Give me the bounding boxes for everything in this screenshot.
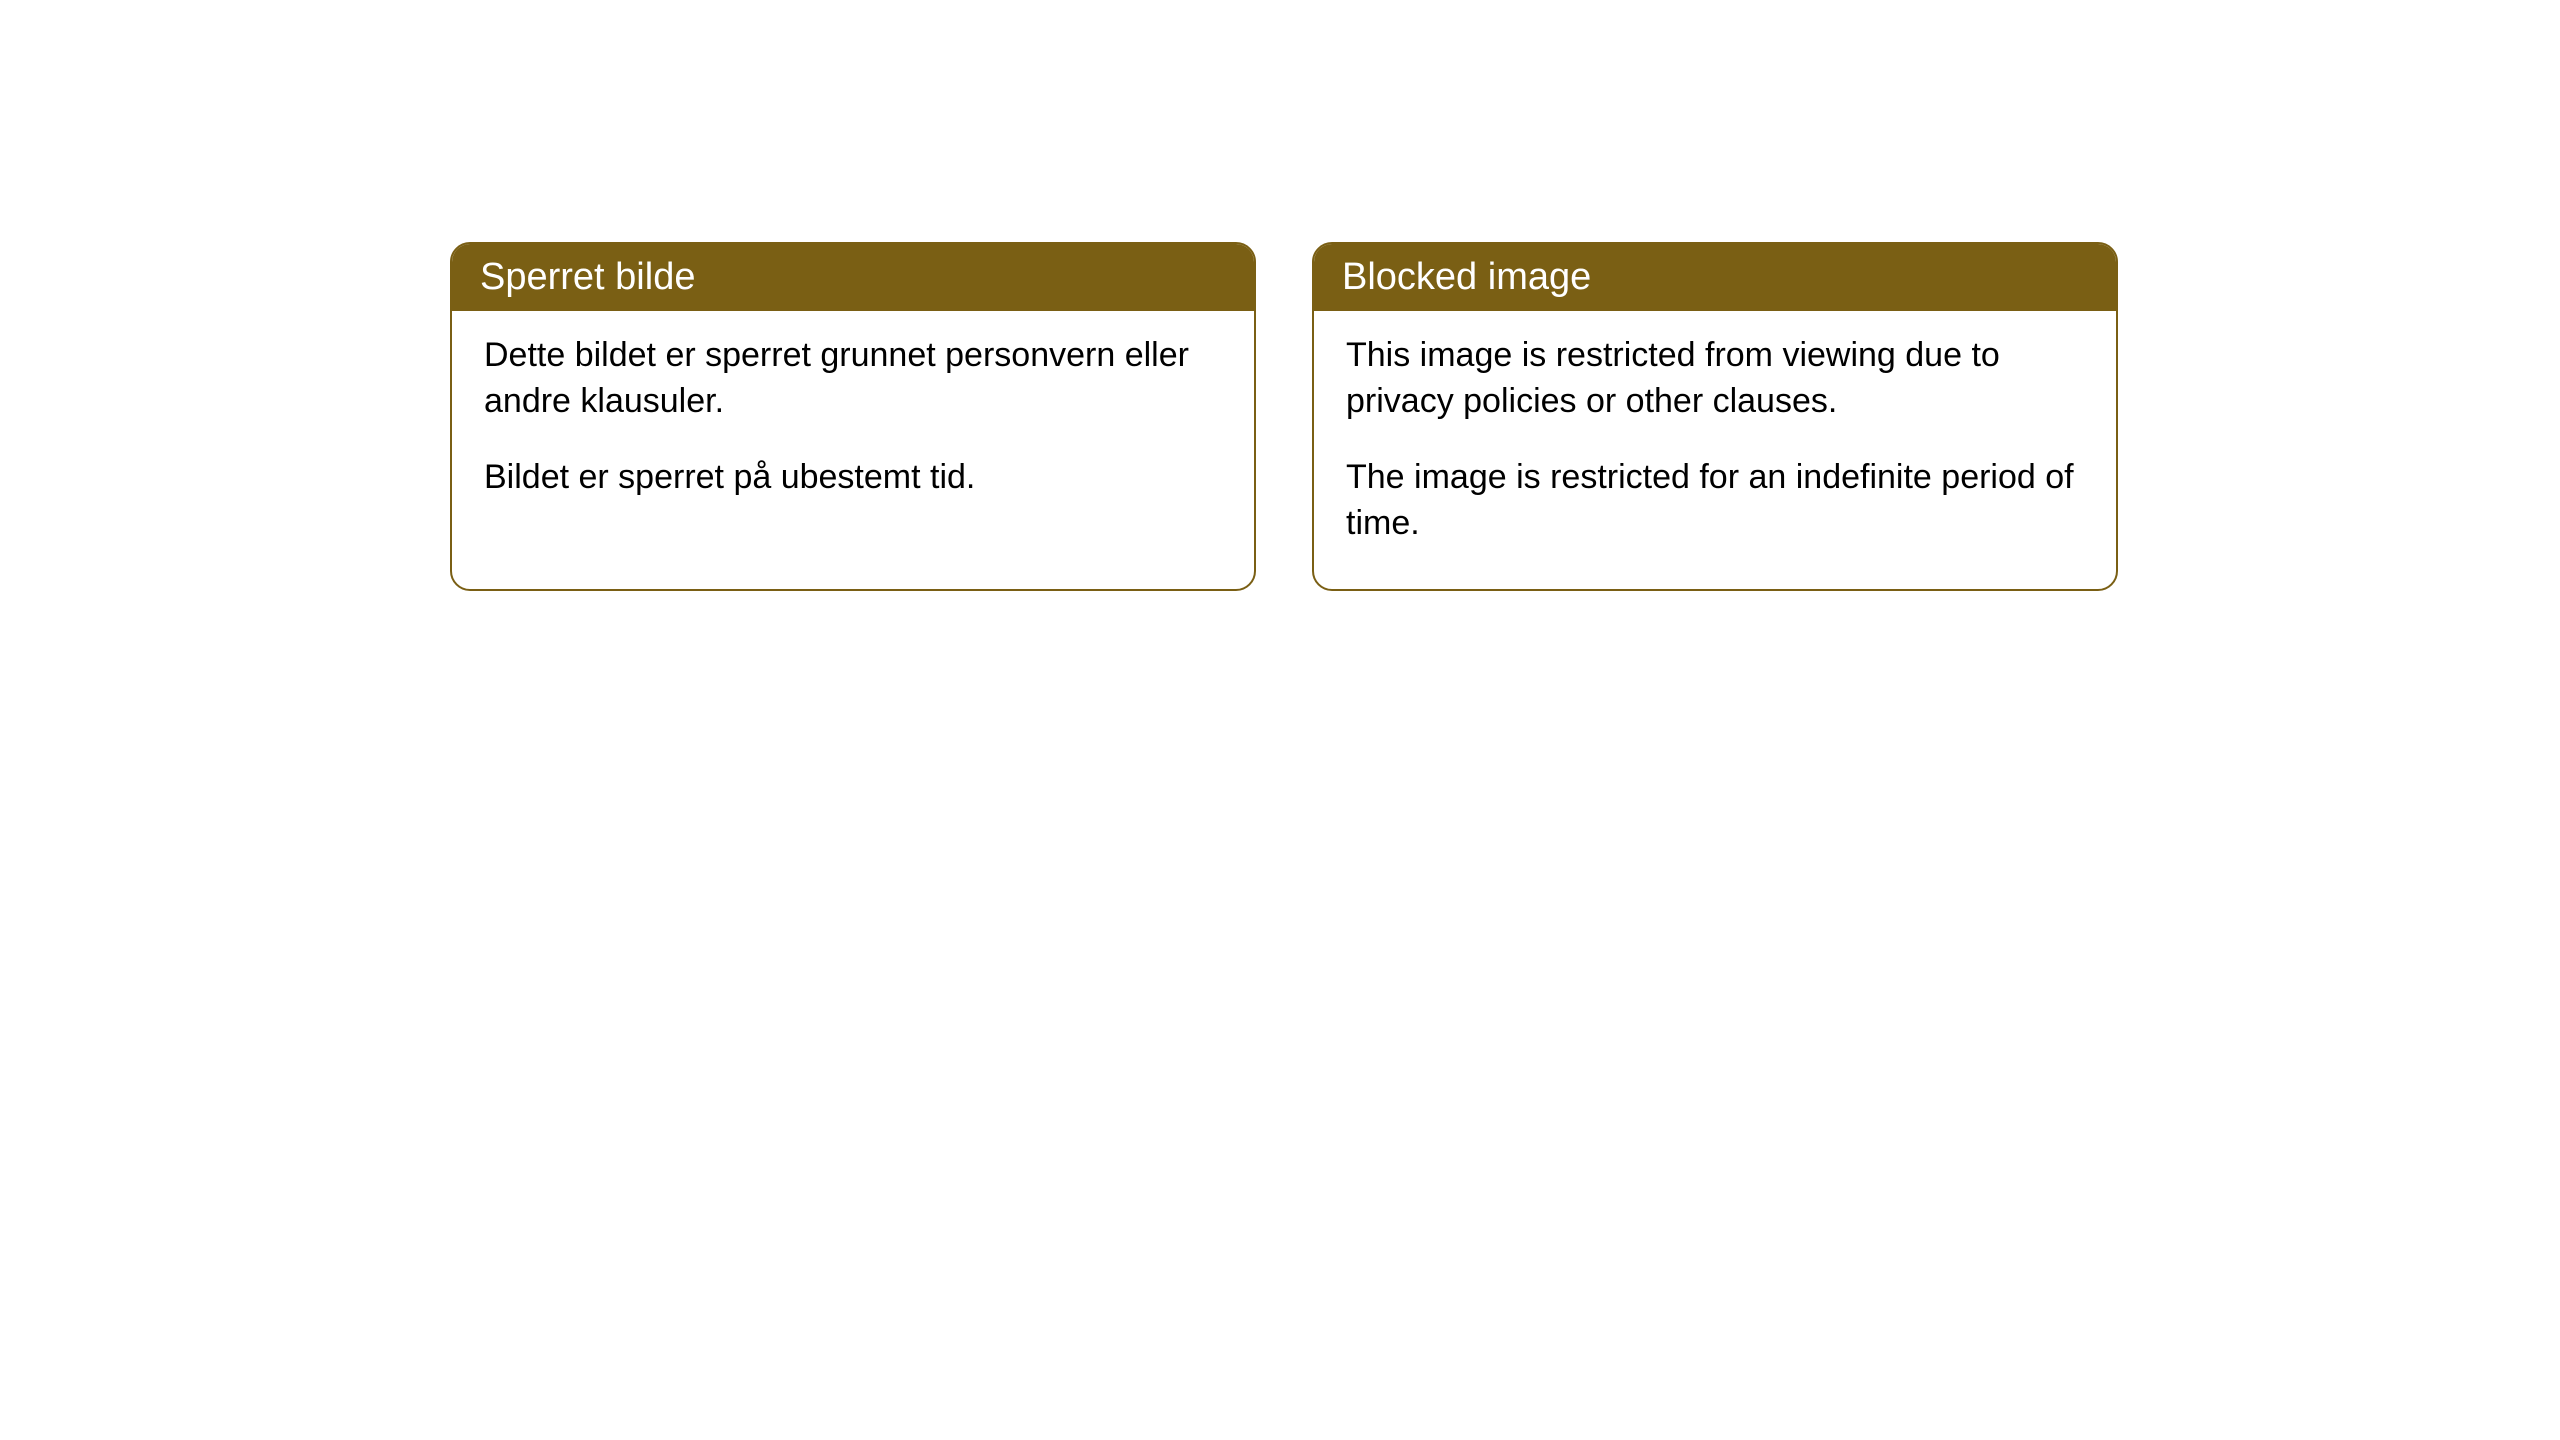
card-body-en: This image is restricted from viewing du… [1314, 311, 2116, 589]
card-para1-no: Dette bildet er sperret grunnet personve… [484, 333, 1222, 425]
card-para1-en: This image is restricted from viewing du… [1346, 333, 2084, 425]
card-title-en: Blocked image [1342, 256, 1591, 298]
card-para2-en: The image is restricted for an indefinit… [1346, 455, 2084, 547]
card-header-en: Blocked image [1314, 244, 2116, 311]
card-header-no: Sperret bilde [452, 244, 1254, 311]
cards-container: Sperret bilde Dette bildet er sperret gr… [450, 242, 2118, 591]
card-para2-no: Bildet er sperret på ubestemt tid. [484, 455, 1222, 501]
card-title-no: Sperret bilde [480, 256, 695, 298]
blocked-image-card-en: Blocked image This image is restricted f… [1312, 242, 2118, 591]
blocked-image-card-no: Sperret bilde Dette bildet er sperret gr… [450, 242, 1256, 591]
card-body-no: Dette bildet er sperret grunnet personve… [452, 311, 1254, 543]
